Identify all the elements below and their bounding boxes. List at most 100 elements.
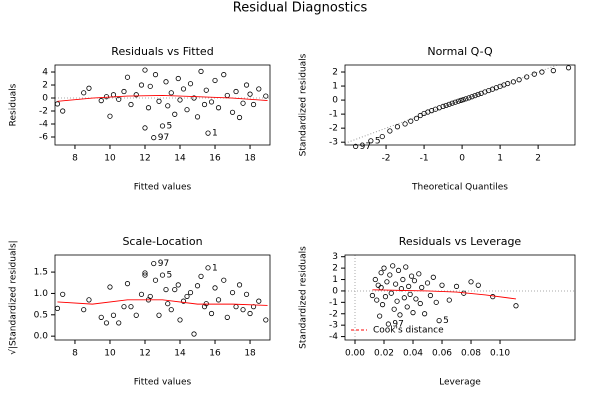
y-tick-label: 1.5 [34, 268, 48, 278]
point [446, 297, 452, 303]
point [203, 87, 209, 93]
x-tick-label: 12 [139, 349, 150, 359]
point [229, 109, 236, 115]
point [124, 74, 131, 80]
point [382, 294, 389, 300]
point [256, 298, 262, 304]
point [393, 281, 399, 287]
point [408, 273, 415, 279]
point [475, 282, 481, 288]
point [116, 320, 122, 326]
point [142, 67, 148, 73]
point [401, 295, 407, 301]
point [86, 85, 92, 91]
point [208, 99, 215, 105]
point [384, 279, 390, 285]
point [524, 74, 530, 80]
point [379, 302, 386, 308]
point [256, 86, 262, 92]
point [400, 276, 406, 283]
point [469, 94, 475, 100]
y-tick-label: -4 [39, 120, 48, 130]
point [86, 297, 92, 303]
point [539, 69, 545, 75]
x-tick-label: 12 [139, 154, 150, 164]
point [180, 86, 187, 92]
point [443, 102, 449, 109]
y-axis-label: √|Standardized residuals| [8, 240, 19, 354]
point [369, 292, 376, 299]
point [172, 286, 178, 293]
panel-title: Residuals vs Fitted [111, 45, 213, 58]
x-tick-label: 2 [535, 154, 541, 164]
point [453, 283, 460, 289]
point [151, 135, 157, 141]
point [180, 298, 187, 304]
point [460, 97, 466, 103]
point [374, 297, 380, 303]
point [147, 83, 153, 89]
point [128, 304, 134, 310]
point [152, 72, 159, 78]
point [433, 299, 439, 305]
point [221, 277, 227, 283]
y-tick-label: -3 [329, 138, 338, 148]
point [424, 280, 431, 286]
point [439, 282, 445, 288]
point [233, 88, 239, 95]
point-label: 97 [360, 142, 371, 152]
point [413, 115, 420, 121]
point [201, 101, 208, 108]
point [142, 270, 148, 276]
y-tick-label: 2 [332, 68, 338, 78]
point [430, 274, 436, 280]
plot-frame [54, 254, 271, 341]
point [416, 271, 422, 277]
point [98, 314, 104, 320]
point [81, 90, 87, 96]
point [505, 80, 511, 87]
x-tick-label: 14 [174, 154, 186, 164]
point [175, 75, 181, 82]
point [403, 264, 409, 270]
point [263, 317, 269, 323]
y-tick-label: 0.0 [34, 332, 49, 342]
x-tick-label: 16 [209, 154, 221, 164]
point [159, 123, 166, 129]
point [156, 312, 162, 318]
point [194, 114, 201, 120]
point [458, 97, 464, 103]
point-label: 5 [167, 271, 173, 281]
point [168, 307, 174, 313]
point [387, 272, 393, 278]
x-axis-label: Fitted values [134, 378, 192, 388]
point [165, 301, 171, 307]
panel-title: Residuals vs Leverage [399, 235, 522, 248]
plot-frame [54, 64, 271, 146]
point [466, 95, 472, 101]
point [390, 263, 396, 269]
point [406, 283, 412, 289]
point [240, 307, 246, 313]
point [240, 100, 246, 106]
point [472, 92, 478, 99]
point [490, 294, 496, 300]
point [163, 286, 169, 293]
point-label: 1 [212, 129, 218, 139]
point [427, 292, 434, 299]
point [368, 138, 374, 144]
point [133, 92, 139, 98]
x-tick-label: -1 [420, 154, 429, 164]
x-tick-label: 8 [72, 154, 78, 164]
point [156, 98, 162, 104]
point [208, 310, 215, 317]
x-axis-label: Leverage [439, 378, 481, 388]
y-tick-label: 1 [332, 82, 338, 92]
point [422, 311, 428, 317]
y-tick-label: 2 [332, 264, 338, 274]
main-title: Residual Diagnostics [233, 1, 368, 16]
y-tick-label: -2 [329, 124, 338, 134]
point [247, 91, 253, 97]
point [408, 118, 414, 124]
